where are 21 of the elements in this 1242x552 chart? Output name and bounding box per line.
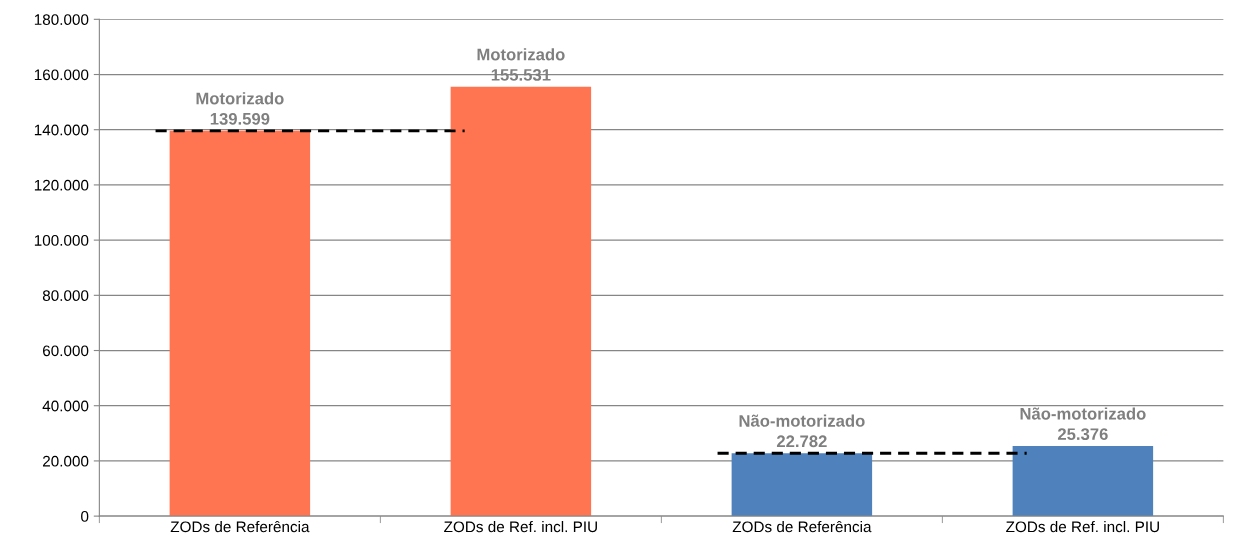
y-tick-label: 60.000 <box>43 345 89 357</box>
data-label: Motorizado 139.599 <box>196 92 284 125</box>
x-tick-label: ZODs de Ref. incl. PIU <box>444 520 597 533</box>
x-tick-label: ZODs de Ref. incl. PIU <box>1006 520 1159 533</box>
bar <box>731 453 873 517</box>
y-tick-label: 20.000 <box>42 455 89 467</box>
x-tick-label: ZODs de Referência <box>732 520 872 533</box>
y-tick-label: 40.000 <box>42 400 89 412</box>
y-tick-label: 160.000 <box>34 69 89 81</box>
y-tick-label: 80.000 <box>42 290 89 302</box>
bar <box>169 130 311 517</box>
x-tick-label: ZODs de Referência <box>170 520 310 533</box>
bar <box>1012 446 1154 517</box>
y-tick-label: 100.000 <box>34 234 89 246</box>
y-tick-label: 180.000 <box>34 14 89 26</box>
y-tick-label: 0 <box>81 510 89 522</box>
y-tick-label: 120.000 <box>34 179 89 191</box>
data-label: Não-motorizado 25.376 <box>1020 407 1146 441</box>
y-tick-label: 140.000 <box>34 124 89 136</box>
data-label: Não-motorizado 22.782 <box>739 414 865 448</box>
bar <box>450 86 592 517</box>
